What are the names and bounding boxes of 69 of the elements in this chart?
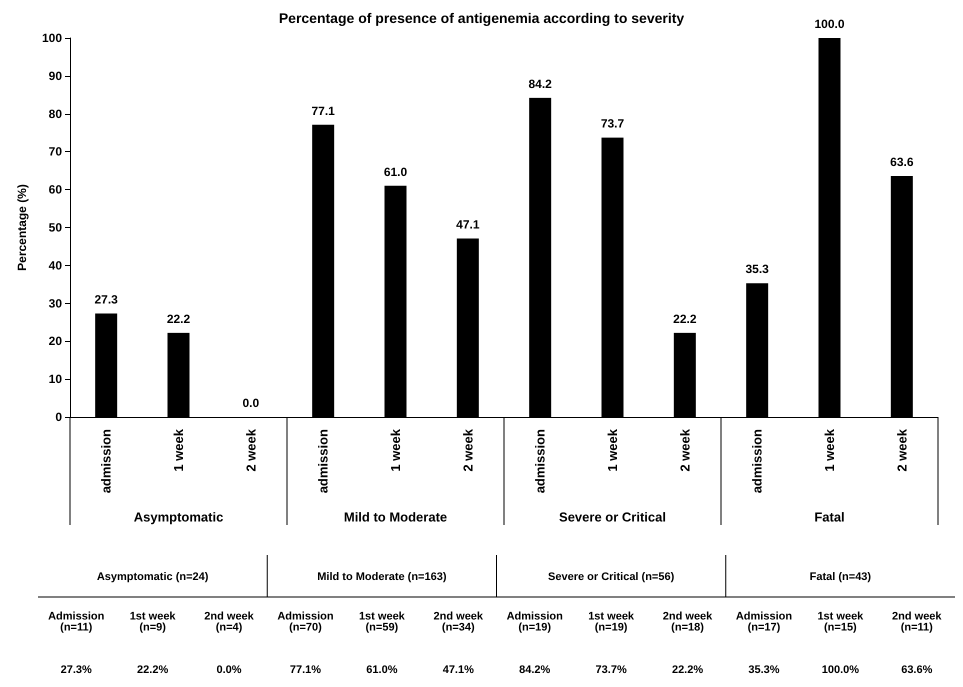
data-label: 61.0: [384, 164, 408, 179]
text: Fatal (n=43): [810, 571, 872, 583]
text: 1st week (n=19): [588, 610, 635, 634]
y-tick-label: 30: [48, 296, 62, 310]
text: 1st week (n=15): [817, 610, 864, 634]
text: Mild to Moderate: [344, 510, 448, 524]
y-tick-label: 50: [48, 220, 62, 234]
text: Severe or Critical: [559, 510, 666, 524]
y-tick-label: 70: [48, 144, 62, 159]
text: Fatal: [814, 510, 845, 524]
data-label: 35.3: [745, 262, 770, 276]
x-tick-label: 2 week: [243, 428, 258, 472]
text: 22.2%: [137, 664, 168, 676]
x-tick-label: admission: [750, 428, 765, 494]
text: 47.1%: [442, 664, 474, 676]
x-tick-label: 2 week: [894, 428, 910, 472]
y-tick-label: 60: [48, 182, 62, 197]
y-tick-label: 90: [48, 68, 62, 83]
y-tick-label: 10: [48, 372, 62, 386]
y-tick-label: 20: [48, 334, 62, 348]
text: Severe or Critical (n=56): [548, 571, 675, 583]
x-tick-label: admission: [316, 428, 331, 494]
data-label: 77.1: [311, 104, 336, 118]
data-label: 27.3: [94, 292, 118, 307]
text: 2nd week (n=34): [434, 610, 484, 634]
data-label: 63.6: [890, 154, 914, 169]
text: 84.2%: [519, 664, 551, 676]
data-label: 22.2: [673, 312, 697, 326]
x-tick-label: 2 week: [460, 428, 476, 472]
data-label: 73.7: [600, 116, 624, 131]
text: Admission (n=17): [736, 610, 792, 634]
chart-title: Percentage of presence of antigenemia according to severity: [278, 10, 684, 26]
y-tick-label: 0: [55, 410, 62, 424]
x-tick-label: 1 week: [822, 428, 837, 472]
y-tick-label: 40: [48, 258, 62, 272]
y-tick-label: 80: [48, 106, 62, 121]
text: 77.1%: [290, 664, 322, 676]
text: 1st week (n=59): [358, 610, 406, 634]
text: 27.3%: [60, 664, 92, 676]
text: 1st week (n=9): [130, 610, 176, 634]
data-label: 22.2: [166, 312, 190, 326]
data-label: 0.0: [242, 396, 260, 410]
text: 2nd week (n=4): [204, 610, 255, 634]
x-tick-label: admission: [532, 428, 548, 494]
text: 2nd week (n=18): [662, 610, 714, 634]
x-tick-label: 1 week: [388, 428, 403, 472]
text: 35.3%: [748, 664, 780, 676]
text: Asymptomatic: [134, 510, 224, 524]
data-label: 100.0: [814, 17, 845, 31]
y-tick-label: 100: [42, 31, 62, 45]
text: 73.7%: [596, 664, 627, 676]
x-tick-label: admission: [98, 428, 114, 494]
text: 100.0%: [822, 664, 860, 676]
text: Asymptomatic (n=24): [96, 571, 209, 583]
text: Admission (n=11): [48, 610, 105, 634]
data-label: 84.2: [528, 76, 552, 91]
text: Mild to Moderate (n=163): [317, 571, 447, 583]
text: 22.2%: [672, 664, 704, 676]
data-label: 47.1: [456, 217, 480, 232]
text: 61.0%: [366, 664, 398, 676]
x-tick-label: 1 week: [171, 428, 186, 472]
x-tick-label: 1 week: [605, 428, 620, 472]
text: Admission (n=19): [506, 610, 564, 634]
text: Admission (n=70): [277, 610, 334, 634]
text: 63.6%: [901, 664, 933, 676]
text: 0.0%: [216, 664, 242, 676]
y-axis-title: Percentage (%): [15, 184, 29, 271]
x-tick-label: 2 week: [677, 428, 692, 472]
text: 2nd week (n=11): [892, 610, 942, 634]
